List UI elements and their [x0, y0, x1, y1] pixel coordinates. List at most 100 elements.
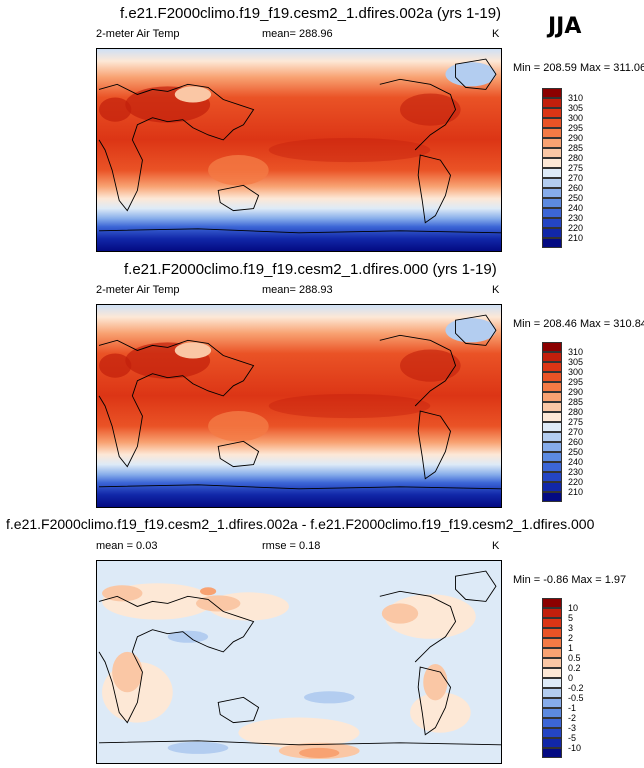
panel-2-colorbar-label: 275 [568, 417, 584, 427]
panel-3-colorbar-swatch [542, 648, 562, 658]
panel-3-colorbar-swatch [542, 698, 562, 708]
panel-1-colorbar-label: 210 [568, 233, 584, 243]
panel-1-variable-label: 2-meter Air Temp [96, 28, 180, 40]
panel-2-colorbar-swatch [542, 352, 562, 362]
panel-3-title: f.e21.F2000climo.f19_f19.cesm2_1.dfires.… [6, 516, 595, 532]
panel-2-colorbar-swatch [542, 382, 562, 392]
panel-2-colorbar-swatch [542, 362, 562, 372]
panel-3-colorbar-label: -0.2 [568, 683, 584, 693]
panel-2-colorbar-label: 280 [568, 407, 584, 417]
panel-2-colorbar-label: 290 [568, 387, 584, 397]
panel-2-colorbar-swatch [542, 442, 562, 452]
panel-3-colorbar-label: 2 [568, 633, 574, 643]
panel-1-mean-label: mean= 288.96 [262, 28, 333, 40]
panel-3-colorbar-label: -1 [568, 703, 577, 713]
panel-3-colorbar-swatch [542, 628, 562, 638]
panel-3-colorbar-swatch [542, 728, 562, 738]
panel-2-colorbar-label: 310 [568, 347, 584, 357]
panel-1-map [96, 48, 502, 252]
panel-2-colorbar-swatch [542, 432, 562, 442]
panel-1-colorbar-label: 260 [568, 183, 584, 193]
panel-2-colorbar-swatch [542, 492, 562, 502]
panel-3-colorbar-label: 10 [568, 603, 579, 613]
panel-2-colorbar-swatch [542, 422, 562, 432]
panel-1-colorbar-swatch [542, 118, 562, 128]
panel-1-colorbar-swatch [542, 228, 562, 238]
panel-3-colorbar-label: 0 [568, 673, 574, 683]
panel-1-colorbar-swatch [542, 238, 562, 248]
panel-3-colorbar-swatch [542, 678, 562, 688]
panel-2-colorbar-swatch [542, 342, 562, 352]
panel-1-colorbar-swatch [542, 208, 562, 218]
panel-2-colorbar-label: 305 [568, 357, 584, 367]
panel-2-colorbar-swatch [542, 472, 562, 482]
panel-1-colorbar-swatch [542, 148, 562, 158]
panel-2-colorbar-swatch [542, 462, 562, 472]
panel-2-colorbar-label: 285 [568, 397, 584, 407]
panel-2-colorbar-label: 240 [568, 457, 584, 467]
panel-1-colorbar-label: 240 [568, 203, 584, 213]
panel-3-colorbar-swatch [542, 598, 562, 608]
panel-1-colorbar-swatch [542, 218, 562, 228]
panel-3-mean-label: mean = 0.03 [96, 540, 158, 552]
panel-2-colorbar-label: 295 [568, 377, 584, 387]
panel-1-colorbar-swatch [542, 198, 562, 208]
panel-3-colorbar-label: -10 [568, 743, 582, 753]
panel-3-map [96, 560, 502, 764]
panel-2-title: f.e21.F2000climo.f19_f19.cesm2_1.dfires.… [124, 261, 497, 278]
panel-3-colorbar-swatch [542, 718, 562, 728]
panel-1-title: f.e21.F2000climo.f19_f19.cesm2_1.dfires.… [120, 5, 502, 22]
panel-1-colorbar-swatch [542, 178, 562, 188]
panel-2-colorbar-swatch [542, 402, 562, 412]
panel-2-colorbar-label: 210 [568, 487, 584, 497]
panel-3-colorbar-swatch [542, 688, 562, 698]
panel-3-colorbar-swatch [542, 608, 562, 618]
panel-3-colorbar-swatch [542, 618, 562, 628]
panel-3-colorbar-swatch [542, 708, 562, 718]
panel-2-colorbar-swatch [542, 452, 562, 462]
panel-2-colorbar-swatch [542, 412, 562, 422]
panel-1-colorbar-label: 230 [568, 213, 584, 223]
panel-2-units-label: K [492, 284, 500, 296]
panel-1-colorbar-swatch [542, 158, 562, 168]
panel-1-colorbar-swatch [542, 88, 562, 98]
panel-1-colorbar-swatch [542, 168, 562, 178]
panel-1-minmax-label: Min = 208.59 Max = 311.06 [513, 62, 644, 74]
panel-3-units-label: K [492, 540, 500, 552]
panel-1-colorbar-label: 250 [568, 193, 584, 203]
panel-2-colorbar-swatch [542, 482, 562, 492]
panel-2-colorbar-label: 300 [568, 367, 584, 377]
panel-1-colorbar-label: 280 [568, 153, 584, 163]
panel-2-colorbar-swatch [542, 372, 562, 382]
panel-2-map [96, 304, 502, 508]
panel-3-colorbar-label: 3 [568, 623, 574, 633]
panel-2-colorbar-label: 260 [568, 437, 584, 447]
panel-1-colorbar-label: 290 [568, 133, 584, 143]
panel-3-rmse-label: rmse = 0.18 [262, 540, 321, 552]
panel-1-colorbar-label: 285 [568, 143, 584, 153]
panel-2-colorbar-label: 220 [568, 477, 584, 487]
panel-3-colorbar-label: 0.2 [568, 663, 581, 673]
panel-2-mean-label: mean= 288.93 [262, 284, 333, 296]
panel-3-colorbar-swatch [542, 738, 562, 748]
panel-1-colorbar-swatch [542, 98, 562, 108]
panel-1-colorbar-label: 305 [568, 103, 584, 113]
panel-1-colorbar-swatch [542, 188, 562, 198]
panel-3-colorbar-label: 0.5 [568, 653, 581, 663]
panel-3-colorbar-swatch [542, 658, 562, 668]
panel-3-colorbar-label: 1 [568, 643, 574, 653]
panel-1-colorbar-label: 310 [568, 93, 584, 103]
panel-1-colorbar-swatch [542, 108, 562, 118]
panel-2-colorbar-swatch [542, 392, 562, 402]
panel-3-colorbar-swatch [542, 668, 562, 678]
panel-1-colorbar-label: 295 [568, 123, 584, 133]
panel-3-colorbar-label: -2 [568, 713, 577, 723]
panel-1-colorbar-swatch [542, 138, 562, 148]
panel-3-colorbar-swatch [542, 748, 562, 758]
season-label: JJA [548, 14, 582, 39]
panel-1-colorbar-label: 275 [568, 163, 584, 173]
panel-3-colorbar-swatch [542, 638, 562, 648]
panel-3-colorbar-label: 5 [568, 613, 574, 623]
panel-1-colorbar-label: 220 [568, 223, 584, 233]
panel-2-colorbar-label: 250 [568, 447, 584, 457]
